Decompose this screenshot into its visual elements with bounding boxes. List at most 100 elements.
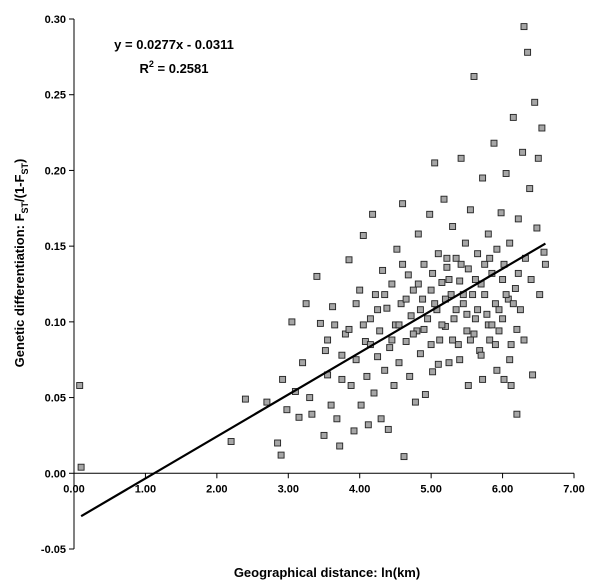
data-point — [274, 439, 282, 447]
data-point — [443, 263, 451, 271]
data-point — [345, 325, 353, 333]
data-point — [388, 336, 396, 344]
data-point — [469, 291, 477, 299]
data-point — [506, 239, 514, 247]
data-point — [384, 425, 392, 433]
y-axis-label: Genetic differentiation: FST/(1-FST) — [12, 159, 30, 368]
data-point — [477, 351, 485, 359]
data-point — [421, 391, 429, 398]
data-point — [399, 260, 407, 268]
data-point — [471, 315, 479, 323]
x-tick-label: 6.00 — [492, 483, 513, 495]
data-point — [436, 336, 444, 344]
data-point — [471, 276, 479, 283]
data-point — [507, 341, 515, 349]
data-point — [538, 124, 546, 132]
data-point — [531, 98, 539, 106]
data-point — [381, 366, 389, 374]
data-point — [363, 372, 371, 380]
data-point — [509, 113, 517, 121]
data-point — [470, 73, 478, 80]
axes-layer: 0.30 0.25 0.20 0.15 0.10 0.05 0.00 -0.05 0.00 1.0… — [41, 14, 585, 556]
data-point — [400, 453, 408, 461]
data-point — [493, 245, 501, 253]
data-point — [514, 215, 522, 223]
data-point — [427, 341, 435, 349]
data-point — [341, 330, 349, 338]
data-point — [481, 291, 489, 299]
data-point — [488, 321, 496, 329]
data-point — [450, 315, 458, 323]
data-point — [320, 431, 328, 439]
data-point — [452, 254, 460, 262]
data-point — [420, 260, 428, 268]
data-point — [379, 266, 387, 274]
data-point — [464, 265, 472, 273]
data-point — [359, 321, 367, 329]
data-point — [456, 277, 464, 285]
data-point — [443, 254, 451, 262]
data-point — [402, 295, 410, 303]
data-point — [352, 356, 360, 364]
data-point — [383, 304, 391, 312]
data-point — [306, 394, 314, 402]
data-point — [457, 260, 465, 268]
data-point — [434, 360, 442, 368]
data-point — [302, 300, 310, 308]
y-tick-label: 0.00 — [45, 468, 66, 480]
data-point — [77, 463, 85, 471]
data-point — [409, 286, 417, 294]
data-point — [76, 382, 84, 389]
data-point — [474, 306, 482, 314]
data-point — [459, 300, 467, 308]
data-point — [463, 327, 471, 335]
data-point — [404, 271, 412, 279]
data-point — [499, 276, 507, 283]
data-point — [390, 382, 398, 389]
data-point — [386, 344, 394, 352]
data-point — [316, 319, 324, 327]
data-point — [350, 427, 358, 435]
data-point — [399, 200, 407, 208]
data-point — [308, 410, 316, 418]
data-point — [499, 315, 507, 323]
data-point — [449, 223, 457, 230]
data-point — [329, 303, 337, 311]
data-point — [461, 239, 469, 247]
data-point — [541, 260, 549, 268]
data-point — [520, 336, 528, 344]
data-point — [241, 395, 249, 403]
data-point — [295, 413, 303, 421]
data-point — [366, 315, 374, 323]
x-tick-label: 4.00 — [349, 483, 370, 495]
data-point — [427, 286, 435, 294]
data-point — [527, 276, 535, 283]
data-point — [506, 356, 514, 364]
data-point — [511, 285, 519, 292]
data-point — [491, 300, 499, 308]
data-point — [526, 185, 534, 193]
data-point — [431, 300, 439, 308]
data-point — [484, 230, 492, 238]
data-point — [369, 210, 377, 218]
data-point — [370, 389, 378, 397]
data-point — [393, 245, 401, 253]
x-tick-label: 5.00 — [420, 483, 441, 495]
data-point — [352, 300, 360, 308]
data-point — [371, 291, 379, 299]
data-point — [491, 341, 499, 349]
y-tick-label: 0.05 — [45, 393, 66, 405]
data-point — [313, 272, 321, 280]
data-point — [514, 269, 522, 277]
data-point — [447, 291, 455, 299]
data-point — [424, 315, 432, 323]
data-point — [263, 398, 271, 406]
data-point — [381, 291, 389, 299]
data-point — [454, 341, 462, 349]
data-point — [227, 438, 235, 445]
data-point — [502, 170, 510, 177]
data-point — [347, 382, 355, 389]
data-point — [464, 382, 472, 389]
x-tick-label: 1.00 — [135, 483, 156, 495]
